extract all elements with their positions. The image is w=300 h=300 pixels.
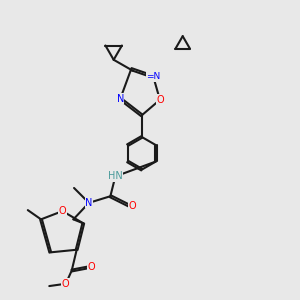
Text: N: N xyxy=(85,198,93,208)
Text: HN: HN xyxy=(108,171,123,182)
Text: O: O xyxy=(128,201,136,211)
Text: =N: =N xyxy=(146,72,160,81)
Text: O: O xyxy=(62,279,70,289)
Text: N: N xyxy=(117,94,124,104)
Text: O: O xyxy=(88,262,95,272)
Text: O: O xyxy=(59,206,66,216)
Text: O: O xyxy=(156,95,164,105)
